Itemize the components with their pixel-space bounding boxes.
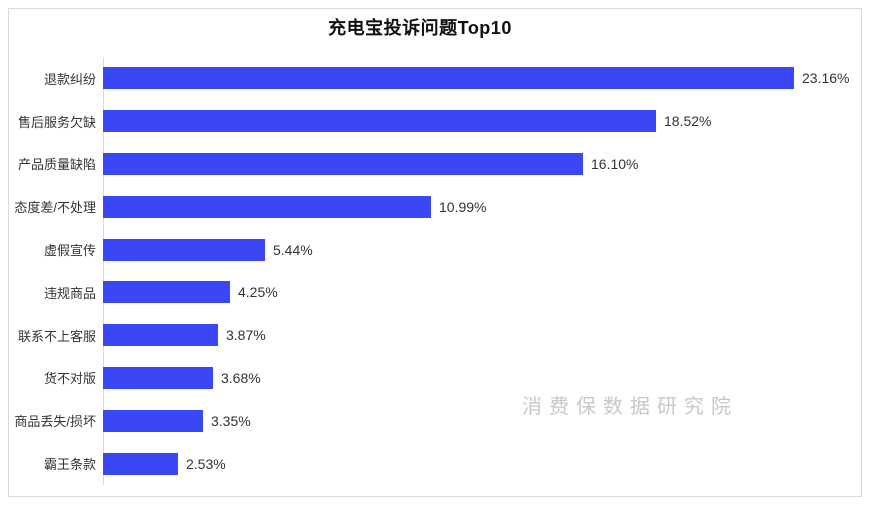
category-label: 产品质量缺陷 — [17, 157, 96, 173]
bar-row: 霸王条款 2.53% — [0, 442, 870, 485]
value-label: 18.52% — [664, 113, 712, 130]
category-label: 售后服务欠缺 — [17, 114, 96, 130]
bar — [103, 452, 178, 475]
value-label: 10.99% — [439, 198, 487, 215]
category-label: 商品丢失/损坏 — [14, 414, 96, 430]
y-axis-line — [103, 57, 104, 485]
category-label: 态度差/不处理 — [14, 200, 96, 216]
bar-row: 违规商品 4.25% — [0, 271, 870, 314]
value-label: 3.87% — [226, 327, 266, 344]
bar-row: 态度差/不处理 10.99% — [0, 185, 870, 228]
value-label: 3.68% — [221, 369, 261, 386]
bar — [103, 366, 213, 389]
bar-row: 联系不上客服 3.87% — [0, 314, 870, 357]
category-label: 货不对版 — [43, 371, 96, 387]
category-label: 霸王条款 — [43, 457, 96, 473]
watermark-text: 消费保数据研究院 — [522, 396, 738, 418]
category-label: 退款纠纷 — [43, 71, 96, 87]
bar — [103, 195, 431, 218]
category-label: 虚假宣传 — [43, 243, 96, 259]
chart-rows: 退款纠纷 23.16% 售后服务欠缺 18.52% 产品质量缺陷 16.10% 态度差/不处… — [0, 57, 870, 485]
category-label: 违规商品 — [43, 285, 96, 301]
chart-title: 充电宝投诉问题Top10 — [328, 18, 512, 38]
bar — [103, 238, 265, 261]
bar-row: 售后服务欠缺 18.52% — [0, 100, 870, 143]
bar-row: 货不对版 3.68% — [0, 357, 870, 400]
value-label: 23.16% — [802, 70, 850, 87]
bar-row: 退款纠纷 23.16% — [0, 57, 870, 100]
bar-row: 商品丢失/损坏 3.35% — [0, 399, 870, 442]
category-label: 联系不上客服 — [17, 328, 96, 344]
value-label: 5.44% — [273, 241, 313, 258]
bar — [103, 281, 230, 304]
bar — [103, 67, 794, 90]
bar — [103, 110, 656, 133]
bar-row: 产品质量缺陷 16.10% — [0, 143, 870, 186]
value-label: 2.53% — [186, 455, 226, 472]
bar — [103, 324, 218, 347]
bar — [103, 152, 583, 175]
value-label: 3.35% — [211, 412, 251, 429]
value-label: 4.25% — [238, 284, 278, 301]
value-label: 16.10% — [591, 155, 639, 172]
bar-row: 虚假宣传 5.44% — [0, 228, 870, 271]
bar — [103, 409, 203, 432]
